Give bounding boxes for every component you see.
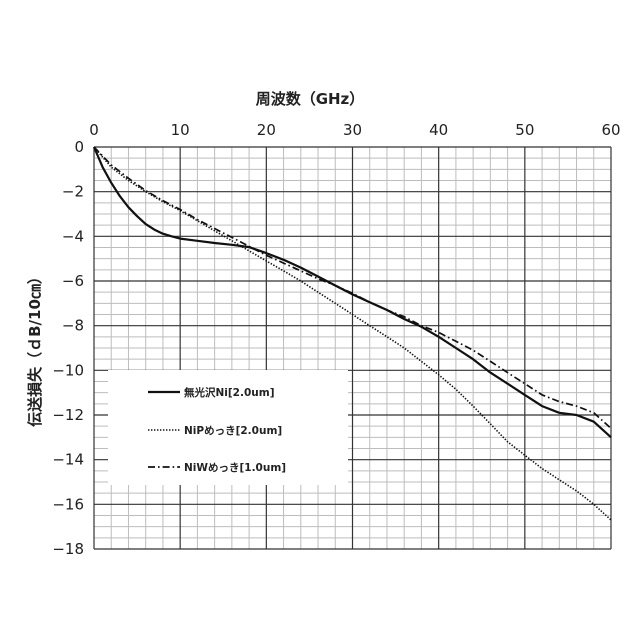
legend-label: 無光沢Ni[2.0um] (184, 386, 275, 399)
y-tick-label: −18 (52, 540, 84, 558)
y-tick-label: −12 (52, 406, 84, 424)
y-tick-label: −10 (52, 361, 84, 379)
legend-label: NiPめっき[2.0um] (184, 425, 282, 437)
y-tick-labels: 0 −2 −4 −6 −8 −10 −12 −14 −16 −18 (52, 138, 84, 558)
x-axis-title: 周波数（GHz） (256, 90, 365, 108)
y-tick-label: −16 (52, 495, 84, 513)
y-tick-label: −2 (62, 183, 84, 201)
x-tick-label: 20 (257, 121, 276, 139)
x-tick-label: 0 (89, 121, 99, 139)
y-tick-label: −6 (62, 272, 84, 290)
legend-label: NiWめっき[1.0um] (184, 462, 286, 474)
x-tick-label: 60 (601, 121, 620, 139)
y-tick-label: −14 (52, 451, 84, 469)
legend: 無光沢Ni[2.0um] NiPめっき[2.0um] NiWめっき[1.0um] (108, 370, 348, 485)
x-tick-label: 40 (429, 121, 448, 139)
x-tick-label: 30 (343, 121, 362, 139)
x-tick-label: 50 (515, 121, 534, 139)
x-tick-label: 10 (171, 121, 190, 139)
y-axis-title: 伝送損失（ｄB/10㎝） (26, 269, 44, 427)
y-tick-label: −4 (62, 227, 84, 245)
y-tick-label: 0 (74, 138, 84, 156)
x-tick-labels: 0 10 20 30 40 50 60 (89, 121, 620, 139)
y-tick-label: −8 (62, 317, 84, 335)
